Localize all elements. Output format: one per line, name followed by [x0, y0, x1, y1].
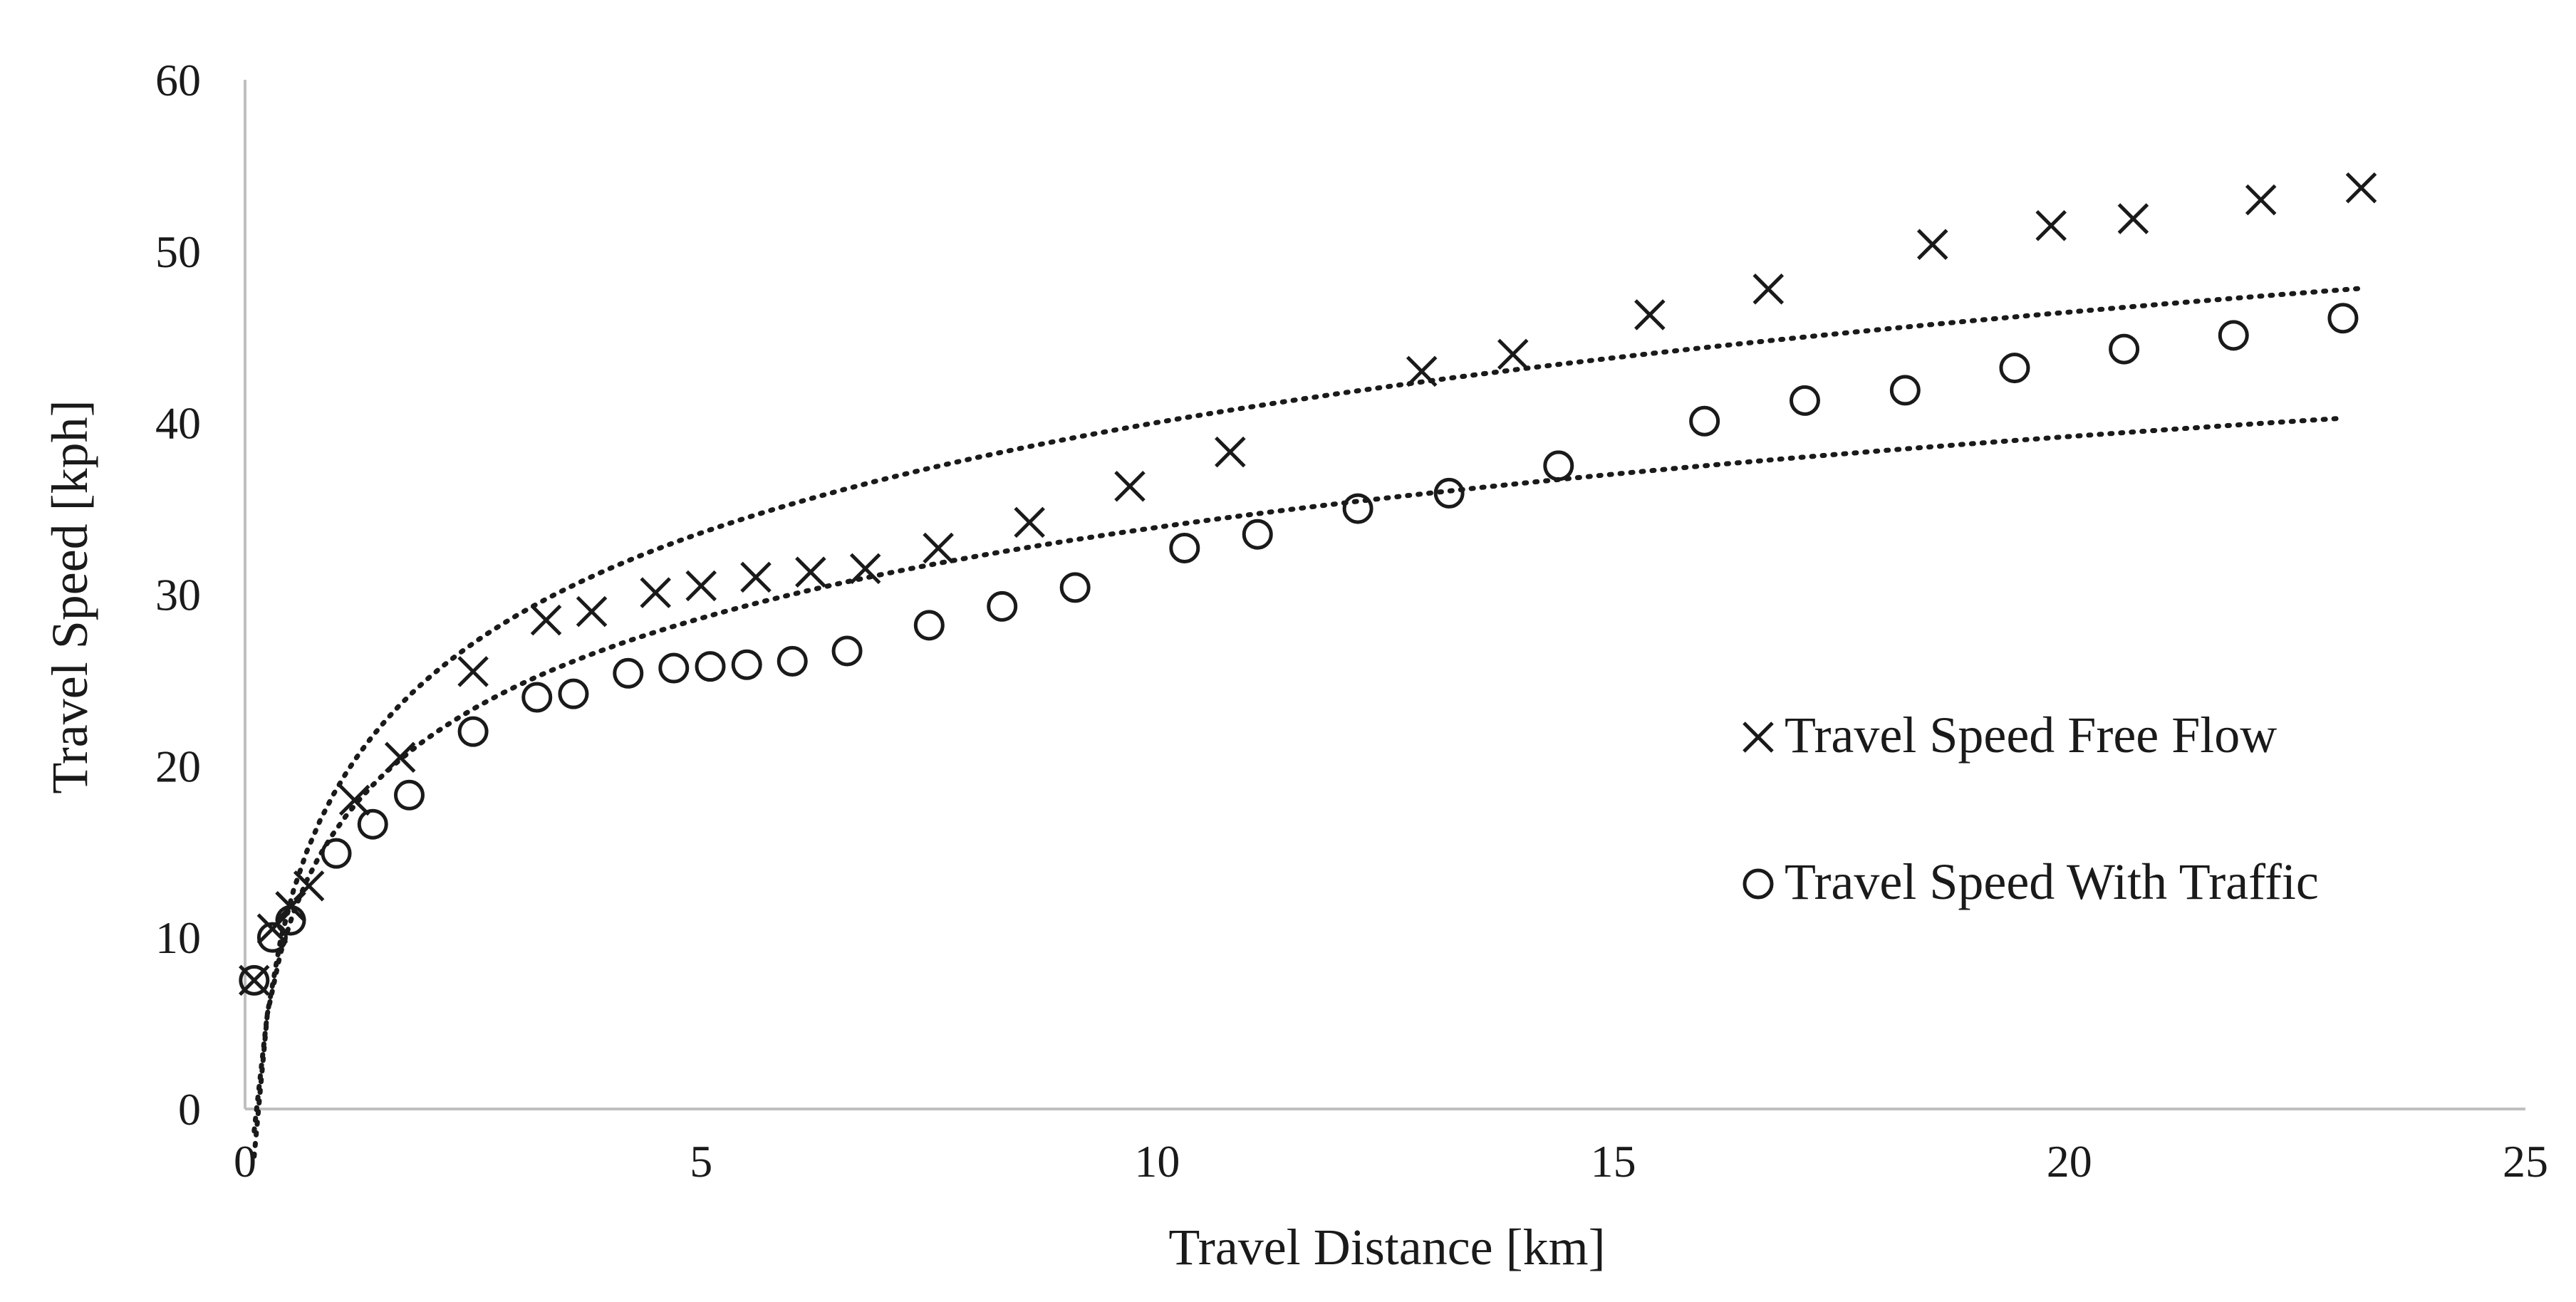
data-point: [640, 577, 671, 608]
data-point: [256, 913, 289, 944]
data-point: [685, 570, 717, 602]
data-point: [2117, 203, 2149, 234]
data-point: [831, 635, 863, 667]
data-point: [293, 870, 325, 902]
x-axis-title: Travel Distance [km]: [1168, 1219, 1605, 1276]
data-point: [1543, 450, 1574, 481]
data-point: [1059, 572, 1091, 603]
data-point: [695, 651, 726, 682]
data-point: [613, 657, 644, 689]
data-point: [2035, 209, 2067, 241]
data-point: [658, 652, 690, 684]
data-point: [1634, 299, 1666, 330]
data-point: [1406, 355, 1438, 387]
data-point: [457, 656, 489, 687]
data-point: [1916, 229, 1948, 260]
trendline-series-1: [251, 415, 2346, 1134]
legend-circle-marker-icon: [1743, 868, 1774, 900]
data-markers: [239, 172, 2377, 996]
legend-marker: [1743, 868, 1774, 900]
data-point: [1215, 436, 1246, 468]
data-point: [321, 838, 352, 869]
tick-labels: 0 5 10 15 20 25 0 10 20 30 40 50 60: [155, 55, 2548, 1187]
x-tick-label: 20: [2047, 1136, 2092, 1187]
legend-item-with-traffic: Travel Speed With Traffic: [1743, 853, 2319, 910]
data-point: [849, 553, 881, 585]
legend-marker: [1743, 722, 1774, 753]
data-point: [1014, 506, 1045, 538]
data-point: [923, 532, 954, 564]
data-point: [795, 556, 826, 588]
data-point: [2109, 333, 2140, 365]
data-point: [457, 716, 489, 747]
data-point: [530, 604, 562, 636]
data-point: [1242, 519, 1273, 550]
data-point: [1999, 353, 2030, 384]
data-point: [777, 645, 808, 677]
y-tick-label: 20: [155, 741, 201, 791]
legend-label-with-traffic: Travel Speed With Traffic: [1785, 853, 2319, 910]
data-point: [987, 590, 1018, 622]
x-tick-label: 0: [234, 1136, 256, 1187]
data-point: [2327, 303, 2359, 334]
data-point: [521, 682, 553, 713]
x-tick-label: 10: [1134, 1136, 1180, 1187]
data-point: [393, 779, 425, 811]
y-tick-label: 10: [155, 912, 201, 963]
y-tick-label: 60: [155, 55, 201, 105]
data-point: [239, 964, 270, 996]
data-point: [275, 905, 306, 936]
x-tick-label: 25: [2503, 1136, 2548, 1187]
data-point: [1169, 532, 1200, 563]
legend-item-free-flow: Travel Speed Free Flow: [1743, 707, 2277, 764]
data-point: [1497, 338, 1529, 370]
y-axis-title: Travel Speed [kph]: [41, 400, 98, 793]
data-point: [1342, 493, 1373, 524]
data-point: [1689, 405, 1720, 437]
x-tick-label: 15: [1591, 1136, 1636, 1187]
data-point: [1752, 274, 1785, 305]
data-point: [1114, 471, 1146, 502]
trendline-series-0: [251, 286, 2364, 1159]
legend-label-free-flow: Travel Speed Free Flow: [1785, 707, 2277, 764]
axes: [244, 80, 2525, 1110]
x-tick-label: 5: [690, 1136, 712, 1187]
legend-x-marker-icon: [1743, 722, 1774, 753]
y-tick-label: 50: [155, 226, 201, 277]
data-point: [2218, 320, 2249, 351]
trendlines: [251, 286, 2364, 1159]
data-point: [256, 922, 288, 953]
data-point: [731, 649, 762, 680]
legend: Travel Speed Free Flow Travel Speed With…: [1743, 707, 2319, 910]
data-point: [1889, 375, 1921, 406]
data-point: [576, 595, 608, 627]
data-point: [2345, 172, 2377, 204]
y-tick-label: 0: [178, 1084, 201, 1135]
data-point: [740, 561, 772, 593]
series-0-points: [239, 172, 2377, 996]
data-point: [338, 784, 370, 816]
data-point: [1789, 385, 1820, 416]
y-tick-label: 40: [155, 398, 201, 449]
data-point: [357, 808, 388, 840]
y-tick-label: 30: [155, 570, 201, 620]
data-point: [913, 610, 945, 641]
data-point: [558, 678, 589, 709]
series-1-points: [239, 303, 2359, 996]
data-point: [2245, 184, 2277, 216]
data-point: [384, 741, 416, 774]
data-point: [1433, 477, 1465, 509]
